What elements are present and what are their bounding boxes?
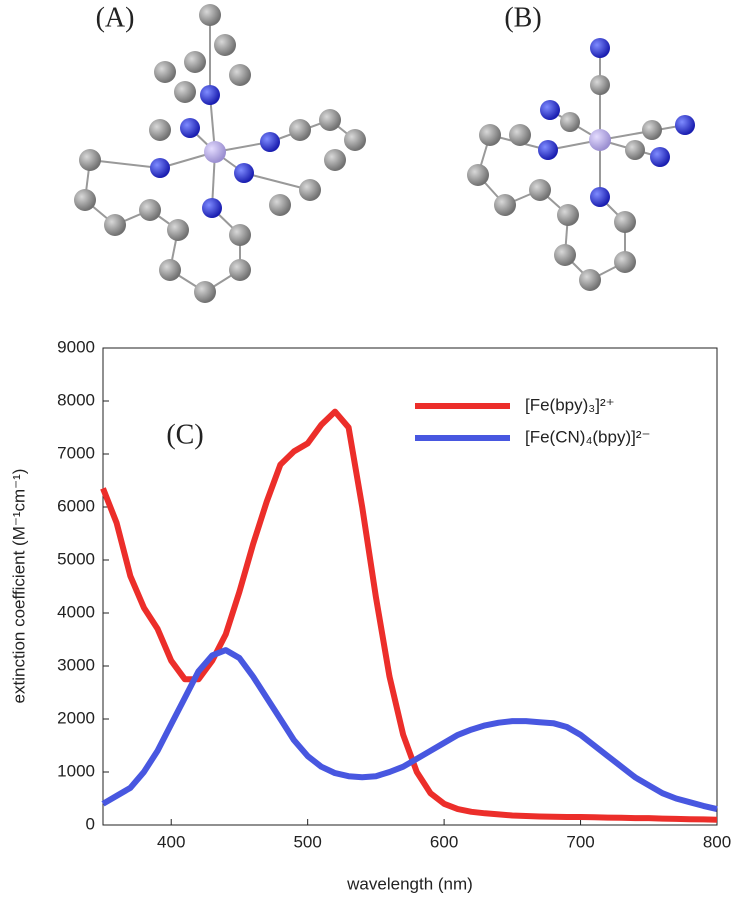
y-tick-label: 7000 [57,443,95,462]
atom [199,4,221,26]
y-tick-label: 4000 [57,602,95,621]
series-line [100,408,718,823]
panel-label: (A) [96,2,135,33]
atom [467,164,489,186]
atom [150,158,170,178]
y-axis-label: extinction coefficient (M⁻¹cm⁻¹) [9,469,28,704]
atom [344,129,366,151]
atom [159,259,181,281]
atom [139,199,161,221]
atom [149,119,171,141]
legend-label: [Fe(bpy)₃]²⁺ [525,395,615,414]
atom [229,259,251,281]
atom [494,194,516,216]
atom [229,224,251,246]
atom [299,179,321,201]
atom [642,120,662,140]
atom [194,281,216,303]
atom [554,244,576,266]
y-tick-label: 5000 [57,549,95,568]
atom [540,100,560,120]
atom [174,81,196,103]
atom [214,34,236,56]
atom [184,51,206,73]
atom [104,214,126,236]
atom [324,149,346,171]
y-tick-label: 1000 [57,761,95,780]
atom [614,211,636,233]
molecule-b [467,38,695,291]
atom [154,61,176,83]
x-tick-label: 800 [703,832,731,851]
panel-label: (C) [166,419,203,450]
atom [579,269,601,291]
atom [289,119,311,141]
atom [200,85,220,105]
atom [509,124,531,146]
panel-label: (B) [504,2,541,33]
atom [260,132,280,152]
atom [229,64,251,86]
atom [202,198,222,218]
atom [590,38,610,58]
atom [589,129,611,151]
atom [74,189,96,211]
y-tick-label: 3000 [57,655,95,674]
atom [625,140,645,160]
legend-label: [Fe(CN)₄(bpy)]²⁻ [525,427,650,446]
atom [79,149,101,171]
x-tick-label: 500 [293,832,321,851]
atom [557,204,579,226]
atom [560,112,580,132]
x-tick-label: 400 [157,832,185,851]
y-tick-label: 0 [86,814,95,833]
atom [538,140,558,160]
atom [319,109,341,131]
molecule-a [74,4,366,303]
atom [234,163,254,183]
x-axis-label: wavelength (nm) [346,874,473,893]
atom [180,118,200,138]
y-tick-label: 2000 [57,708,95,727]
atom [529,179,551,201]
series-line [101,647,718,813]
y-tick-label: 6000 [57,496,95,515]
atom [204,141,226,163]
atom [675,115,695,135]
atom [479,124,501,146]
atom [590,75,610,95]
y-tick-label: 9000 [57,337,95,356]
plot-frame [102,347,718,826]
atom [167,219,189,241]
x-tick-label: 600 [430,832,458,851]
atom [650,147,670,167]
atom [269,194,291,216]
x-tick-label: 700 [566,832,594,851]
atom [614,251,636,273]
y-tick-label: 8000 [57,390,95,409]
atom [590,187,610,207]
